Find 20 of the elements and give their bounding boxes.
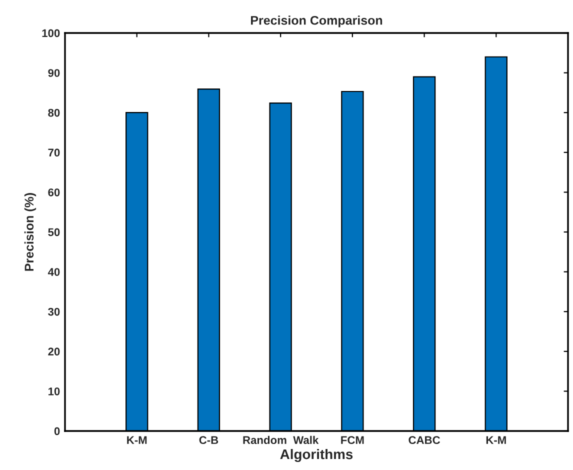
y-tick-label: 30 (48, 308, 60, 316)
y-tick-label: 60 (48, 188, 60, 196)
chart-title: Precision Comparison (251, 16, 382, 28)
y-tick-label: 80 (48, 108, 60, 117)
x-tick-label: C-B (199, 436, 218, 444)
y-tick-label: 40 (48, 268, 60, 276)
x-axis-title: Algorithms (280, 448, 353, 462)
x-tick-label: CABC (408, 436, 440, 444)
y-tick-label: 0 (54, 427, 60, 436)
y-tick-label: 70 (48, 148, 60, 157)
y-axis-title: Precision (%) (24, 193, 36, 271)
y-tick-label: 10 (48, 387, 60, 396)
x-tick-label: Random Walk (243, 436, 319, 444)
y-tick-label: 20 (48, 348, 60, 356)
x-tick-label: K-M (486, 436, 506, 444)
y-tick-label: 50 (48, 228, 60, 236)
x-tick-label: FCM (341, 436, 364, 444)
x-tick-label: K-M (127, 436, 147, 444)
y-tick-label: 90 (48, 69, 60, 77)
y-tick-label: 100 (42, 29, 60, 38)
